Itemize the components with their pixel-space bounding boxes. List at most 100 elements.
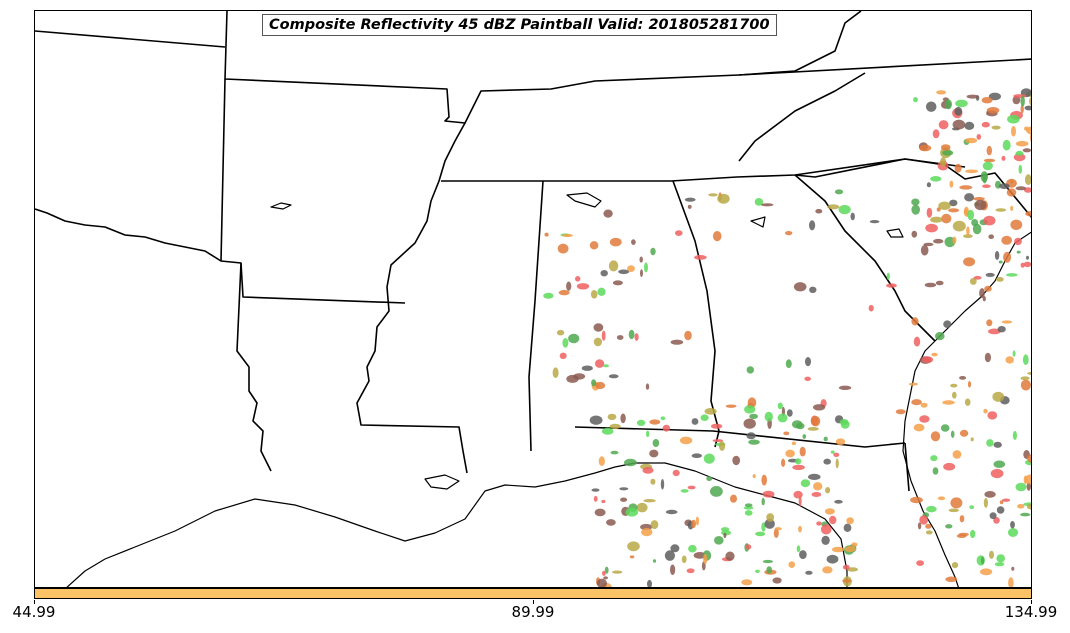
echo-blob <box>809 220 816 231</box>
echo-blob <box>1010 219 1023 230</box>
echo-blob <box>1001 320 1013 324</box>
echo-blob <box>679 436 693 445</box>
echo-blob <box>1006 188 1017 197</box>
echo-blob <box>745 544 752 550</box>
border-line <box>574 426 906 448</box>
echo-blob <box>917 522 922 530</box>
echo-blob <box>964 398 971 406</box>
map-panel <box>34 10 1032 588</box>
echo-blob <box>976 134 982 140</box>
echo-blob <box>748 439 760 445</box>
echo-blob <box>1025 211 1031 217</box>
echo-blob <box>761 497 765 506</box>
echo-blob <box>935 280 944 286</box>
echo-blob <box>851 542 858 547</box>
echo-blob <box>710 423 723 429</box>
echo-blob <box>930 455 938 462</box>
echo-blob <box>1020 262 1025 268</box>
echo-blob <box>1015 186 1027 191</box>
echo-blob <box>700 414 709 422</box>
echo-blob <box>1002 498 1011 502</box>
echo-blob <box>652 559 657 563</box>
echo-blob <box>618 269 630 275</box>
echo-blob <box>764 411 773 422</box>
echo-blob <box>595 359 605 368</box>
echo-blob <box>924 282 937 288</box>
echo-blob <box>832 546 845 553</box>
echo-blob <box>973 197 985 201</box>
echo-blob <box>1024 174 1031 186</box>
echo-blob <box>556 329 565 336</box>
echo-blob <box>835 438 846 446</box>
echo-blob <box>925 530 933 535</box>
echo-blob <box>644 262 648 273</box>
echo-blob <box>954 106 963 116</box>
echo-blob <box>593 337 603 347</box>
echo-blob <box>993 517 1000 524</box>
echo-blob <box>925 223 938 233</box>
lake <box>424 474 460 490</box>
echo-blob <box>725 551 735 561</box>
border-line <box>738 11 862 76</box>
echo-blob <box>980 568 993 576</box>
echo-blob <box>631 239 636 245</box>
echo-blob <box>640 269 643 277</box>
colorbar-tick <box>34 600 35 604</box>
echo-blob <box>798 525 802 533</box>
echo-blob <box>791 420 803 429</box>
echo-blob <box>936 90 947 95</box>
echo-blob <box>964 193 975 202</box>
echo-blob <box>625 507 639 517</box>
echo-blob <box>938 120 949 130</box>
echo-blob <box>639 256 643 263</box>
echo-blob <box>1007 114 1020 124</box>
echo-blob <box>720 527 730 532</box>
echo-blob <box>589 415 603 425</box>
echo-blob <box>823 458 831 465</box>
echo-blob <box>940 157 947 167</box>
echo-blob <box>743 506 754 510</box>
echo-blob <box>1029 97 1031 106</box>
echo-blob <box>761 474 767 486</box>
echo-blob <box>589 241 599 250</box>
echo-blob <box>593 323 604 332</box>
echo-blob <box>842 564 850 570</box>
echo-blob <box>810 416 821 427</box>
echo-blob <box>963 209 968 215</box>
echo-blob <box>932 129 940 139</box>
coastline <box>902 231 1031 587</box>
echo-blob <box>746 432 756 440</box>
echo-blob <box>694 255 707 260</box>
echo-blob <box>1024 474 1031 485</box>
echo-blob <box>1015 140 1029 147</box>
echo-blob <box>624 458 637 467</box>
echo-blob <box>793 490 803 499</box>
echo-blob <box>966 226 970 236</box>
echo-blob <box>591 488 600 492</box>
echo-blob <box>649 419 661 425</box>
echo-blob <box>730 494 737 503</box>
echo-blob <box>799 446 806 457</box>
echo-blob <box>835 458 839 469</box>
echo-blob <box>1015 150 1024 156</box>
echo-blob <box>998 260 1003 264</box>
echo-blob <box>786 409 793 417</box>
echo-blob <box>850 212 855 221</box>
echo-blob <box>983 408 988 414</box>
echo-blob <box>944 99 953 110</box>
echo-blob <box>606 519 616 526</box>
echo-blob <box>602 570 606 576</box>
echo-blob <box>943 320 952 329</box>
echo-blob <box>987 411 998 420</box>
echo-blob <box>952 236 957 244</box>
echo-blob <box>911 230 918 238</box>
echo-blob <box>650 520 659 530</box>
echo-blob <box>941 213 952 224</box>
echo-blob <box>1012 430 1018 440</box>
echo-blob <box>802 434 807 439</box>
echo-blob <box>809 286 817 293</box>
echo-blob <box>948 208 960 213</box>
echo-blob <box>1026 126 1031 135</box>
echo-blob <box>670 544 680 553</box>
echo-blob <box>926 207 933 218</box>
